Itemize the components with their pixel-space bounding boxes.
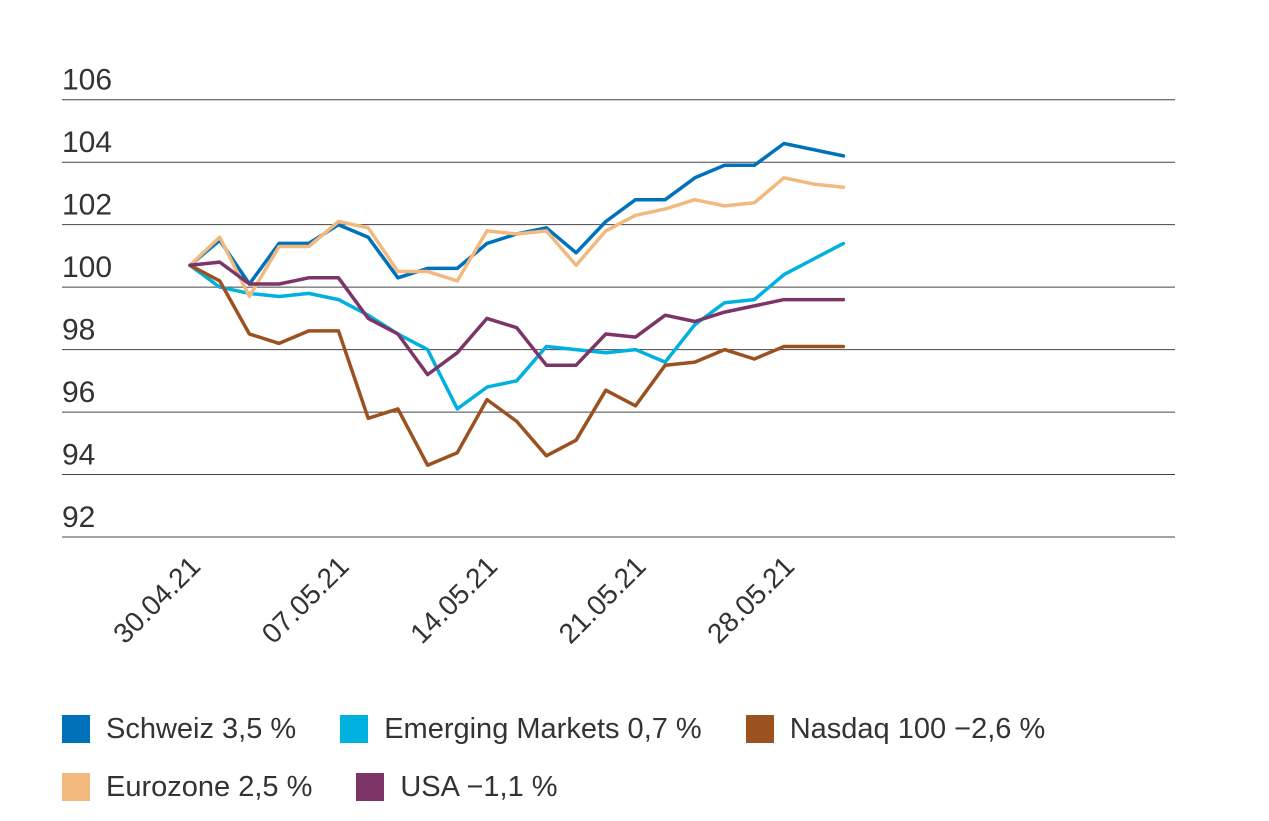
legend-item-nasdaq: Nasdaq 100 −2,6 % <box>745 712 1046 746</box>
y-tick-label: 96 <box>62 376 95 409</box>
x-tick-label: 14.05.21 <box>404 550 503 649</box>
gridlines <box>62 99 1175 538</box>
legend-swatch <box>62 715 90 743</box>
legend-item-emerging-markets: Emerging Markets 0,7 % <box>340 713 702 746</box>
series-line-0 <box>188 141 846 286</box>
series-line-2 <box>188 263 846 467</box>
series-line-3 <box>188 176 846 299</box>
y-tick-label: 94 <box>62 439 95 472</box>
series-lines <box>188 141 846 467</box>
x-tick-label: 21.05.21 <box>553 550 652 649</box>
legend-swatch <box>62 773 90 801</box>
series-line-1 <box>188 241 846 411</box>
legend-item-usa: USA −1,1 % <box>356 770 558 804</box>
y-tick-label: 102 <box>62 189 112 222</box>
x-tick-label: 07.05.21 <box>256 550 355 649</box>
line-chart: 92 94 96 98 100 102 104 106 30.04.21 07.05.21 14.… <box>62 64 1175 649</box>
legend: Schweiz 3,5 % Emerging Markets 0,7 % Nas… <box>62 700 1242 816</box>
x-tick-label: 28.05.21 <box>701 550 800 649</box>
y-tick-label: 104 <box>62 126 112 159</box>
legend-item-schweiz: Schweiz 3,5 % <box>62 713 296 746</box>
legend-row: Eurozone 2,5 % USA −1,1 % <box>62 758 1242 816</box>
series-line-4 <box>188 260 846 377</box>
y-tick-label: 106 <box>62 64 112 97</box>
x-tick-label: 30.04.21 <box>107 550 206 649</box>
legend-label: Eurozone 2,5 % <box>106 770 313 803</box>
legend-label: USA −1,1 % <box>400 770 558 803</box>
y-tick-label: 100 <box>62 251 112 284</box>
legend-row: Schweiz 3,5 % Emerging Markets 0,7 % Nas… <box>62 700 1242 758</box>
y-axis-ticks: 92 94 96 98 100 102 104 106 <box>62 64 112 534</box>
legend-swatch <box>745 715 774 743</box>
legend-swatch <box>340 715 369 743</box>
legend-label: Schweiz 3,5 % <box>106 712 297 745</box>
legend-swatch <box>356 773 385 801</box>
y-tick-label: 98 <box>62 314 95 347</box>
y-tick-label: 92 <box>62 501 95 534</box>
legend-label: Nasdaq 100 −2,6 % <box>789 712 1046 745</box>
x-axis-ticks: 30.04.21 07.05.21 14.05.21 21.05.21 28.05.21 <box>107 550 800 649</box>
legend-item-eurozone: Eurozone 2,5 % <box>62 771 312 804</box>
legend-label: Emerging Markets 0,7 % <box>384 712 702 745</box>
